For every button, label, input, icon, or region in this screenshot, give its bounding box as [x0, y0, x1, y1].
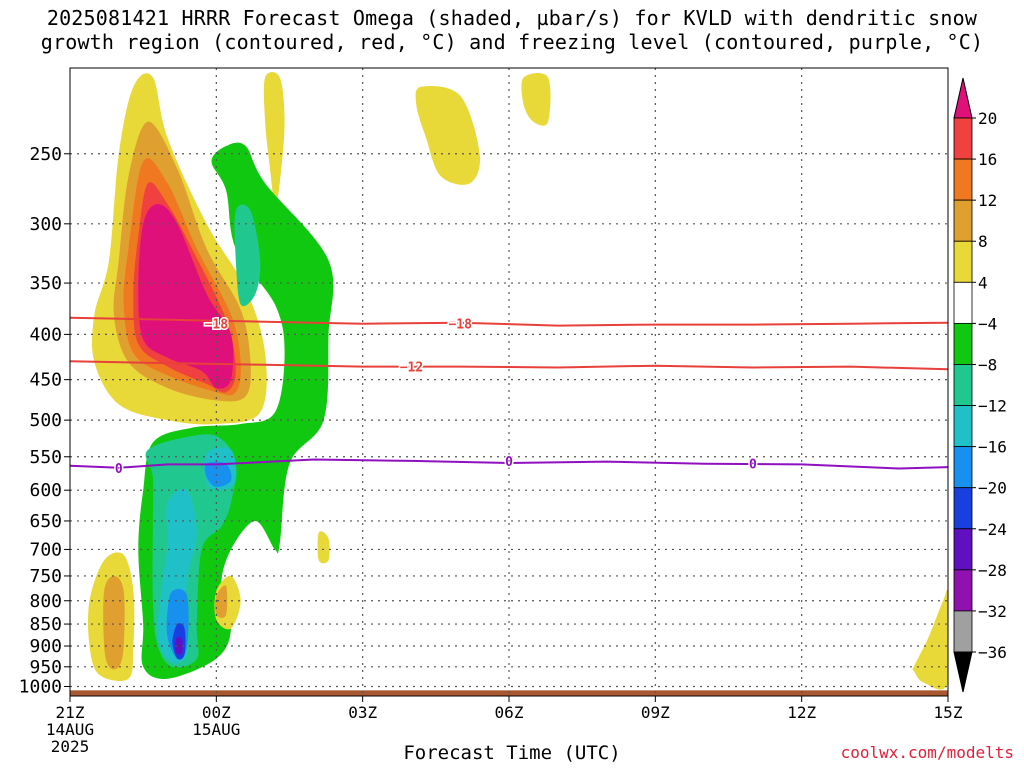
colorbar-top-arrow [953, 77, 973, 119]
omega-region-13 [204, 461, 232, 488]
colorbar-label: −24 [978, 520, 1007, 539]
colorbar-bin [953, 405, 973, 448]
chart-title-line-2: growth region (contoured, red, °C) and f… [40, 30, 984, 54]
y-tick-label: 700 [29, 539, 62, 560]
y-tick-label: 1000 [19, 677, 62, 698]
omega-region-18 [103, 576, 125, 670]
colorbar-label: −28 [978, 561, 1007, 580]
colorbar-bin [953, 364, 973, 406]
x-tick-label: 06Z [495, 703, 524, 722]
terrain-layer [70, 690, 948, 696]
omega-region-20 [215, 585, 228, 618]
colorbar-bin [953, 528, 973, 571]
x-tick-label: 15Z [934, 703, 963, 722]
omega-region-4 [138, 204, 234, 389]
omega-region-16 [174, 636, 183, 655]
x-tick-label: 00Z [202, 703, 231, 722]
colorbar-bin [953, 281, 973, 324]
terrain-band [70, 690, 948, 696]
omega-region-10 [234, 204, 261, 307]
colorbar-bin [953, 158, 973, 201]
contour-label: 0 [505, 455, 513, 470]
y-tick-label: 500 [29, 410, 62, 431]
x-tick-label: 09Z [641, 703, 670, 722]
colorbar-bin [953, 610, 973, 653]
colorbar-bottom-arrow [953, 651, 973, 693]
credit-link[interactable]: coolwx.com/modelts [840, 743, 1014, 762]
colorbar-bin [953, 487, 973, 530]
y-tick-label: 650 [29, 511, 62, 532]
colorbar-label: 12 [978, 191, 997, 210]
colorbar-bin [953, 117, 973, 160]
omega-region-21 [317, 531, 330, 564]
x-tick-label: 03Z [348, 703, 377, 722]
omega-region-6 [415, 85, 481, 185]
contour-line--18 [69, 316, 949, 327]
colorbar-bin [953, 446, 973, 489]
x-tick-date-label: 14AUG [46, 720, 94, 739]
colorbar-label: −16 [978, 438, 1007, 457]
contour-layer: −18 −18 −12 0 0 0 [69, 316, 949, 478]
colorbar-label: −20 [978, 479, 1007, 498]
y-tick-label: 350 [29, 273, 62, 294]
y-tick-label: 600 [29, 480, 62, 501]
y-tick-label: 550 [29, 447, 62, 468]
colorbar-label: −32 [978, 602, 1007, 621]
y-tick-label: 300 [29, 214, 62, 235]
colorbar-bin [953, 199, 973, 242]
contour-label: −12 [400, 361, 423, 376]
contour-line--12 [69, 360, 949, 371]
x-tick-label: 12Z [787, 703, 816, 722]
colorbar-label: −4 [978, 314, 997, 333]
omega-region-7 [521, 72, 551, 126]
contour-label: −18 [448, 318, 472, 333]
colorbar-bin [953, 322, 973, 365]
y-tick-label: 250 [29, 144, 62, 165]
colorbar-label: −36 [978, 643, 1007, 662]
colorbar-bin [953, 240, 973, 283]
x-tick-label: 21Z [56, 703, 85, 722]
contour-label: −18 [205, 318, 229, 333]
colorbar-label: 20 [978, 109, 997, 128]
contour-line-0 [69, 458, 949, 470]
x-tick-date-label: 15AUG [192, 720, 240, 739]
x-axis-title: Forecast Time (UTC) [403, 742, 621, 764]
y-tick-label: 750 [29, 566, 62, 587]
colorbar-label: −8 [978, 355, 997, 374]
x-tick-date-label: 2025 [51, 737, 90, 756]
colorbar-label: 8 [978, 232, 988, 251]
y-tick-label: 900 [29, 636, 62, 657]
y-tick-label: 450 [29, 370, 62, 391]
colorbar: 20 16 12 8 4 −4 −8 −12 −16 −20 −24 −28 −32 −36 [953, 77, 1007, 693]
y-tick-label: 400 [29, 324, 62, 345]
y-tick-label: 850 [29, 614, 62, 635]
chart-title-line-1: 2025081421 HRRR Forecast Omega (shaded, … [46, 6, 978, 30]
omega-region-5 [263, 71, 285, 205]
y-axis: 2503003504004505005506006507007508008509… [19, 144, 70, 698]
colorbar-bin [953, 569, 973, 612]
colorbar-label: 16 [978, 150, 997, 169]
y-tick-label: 800 [29, 591, 62, 612]
colorbar-label: 4 [978, 273, 988, 292]
omega-region-22 [912, 589, 948, 690]
contour-label: 0 [115, 462, 123, 477]
colorbar-label: −12 [978, 397, 1007, 416]
y-tick-label: 950 [29, 657, 62, 678]
omega-shading [87, 71, 948, 690]
contour-label: 0 [749, 458, 757, 473]
